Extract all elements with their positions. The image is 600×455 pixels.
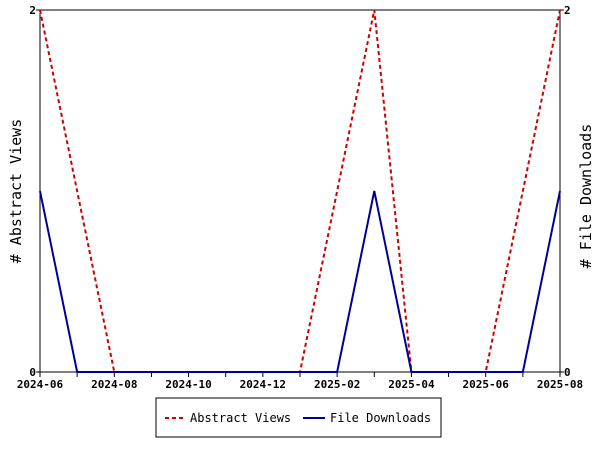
y-tick-label-right: 2 bbox=[564, 4, 571, 17]
x-tick-label: 2025-04 bbox=[388, 378, 435, 391]
series-line-file-downloads bbox=[39, 190, 561, 373]
x-tick-label: 2024-08 bbox=[91, 378, 137, 391]
legend-box bbox=[155, 397, 442, 438]
series-layer bbox=[39, 9, 561, 373]
y-axis-right-title: # File Downloads bbox=[577, 124, 595, 269]
x-tick-label: 2025-02 bbox=[314, 378, 360, 391]
x-tick-label: 2024-12 bbox=[240, 378, 286, 391]
x-axis: 2024-06 2024-08 2024-10 2024-12 2025-02 2025-… bbox=[17, 372, 583, 391]
legend: Abstract Views File Downloads bbox=[155, 397, 442, 438]
y-tick-label-left: 2 bbox=[29, 4, 36, 17]
y-axis-left-title: # Abstract Views bbox=[7, 119, 25, 264]
plot-area bbox=[39, 9, 561, 373]
legend-label-file-downloads: File Downloads bbox=[330, 411, 431, 425]
legend-label-abstract-views: Abstract Views bbox=[190, 411, 291, 425]
x-tick-label: 2024-06 bbox=[17, 378, 64, 391]
x-tick-label: 2025-06 bbox=[463, 378, 510, 391]
x-tick-label: 2024-10 bbox=[165, 378, 211, 391]
y-tick-label-left: 0 bbox=[29, 366, 36, 379]
y-tick-label-right: 0 bbox=[564, 366, 571, 379]
y-axes: 0 2 0 2 bbox=[29, 4, 570, 379]
x-tick-label: 2025-08 bbox=[537, 378, 583, 391]
